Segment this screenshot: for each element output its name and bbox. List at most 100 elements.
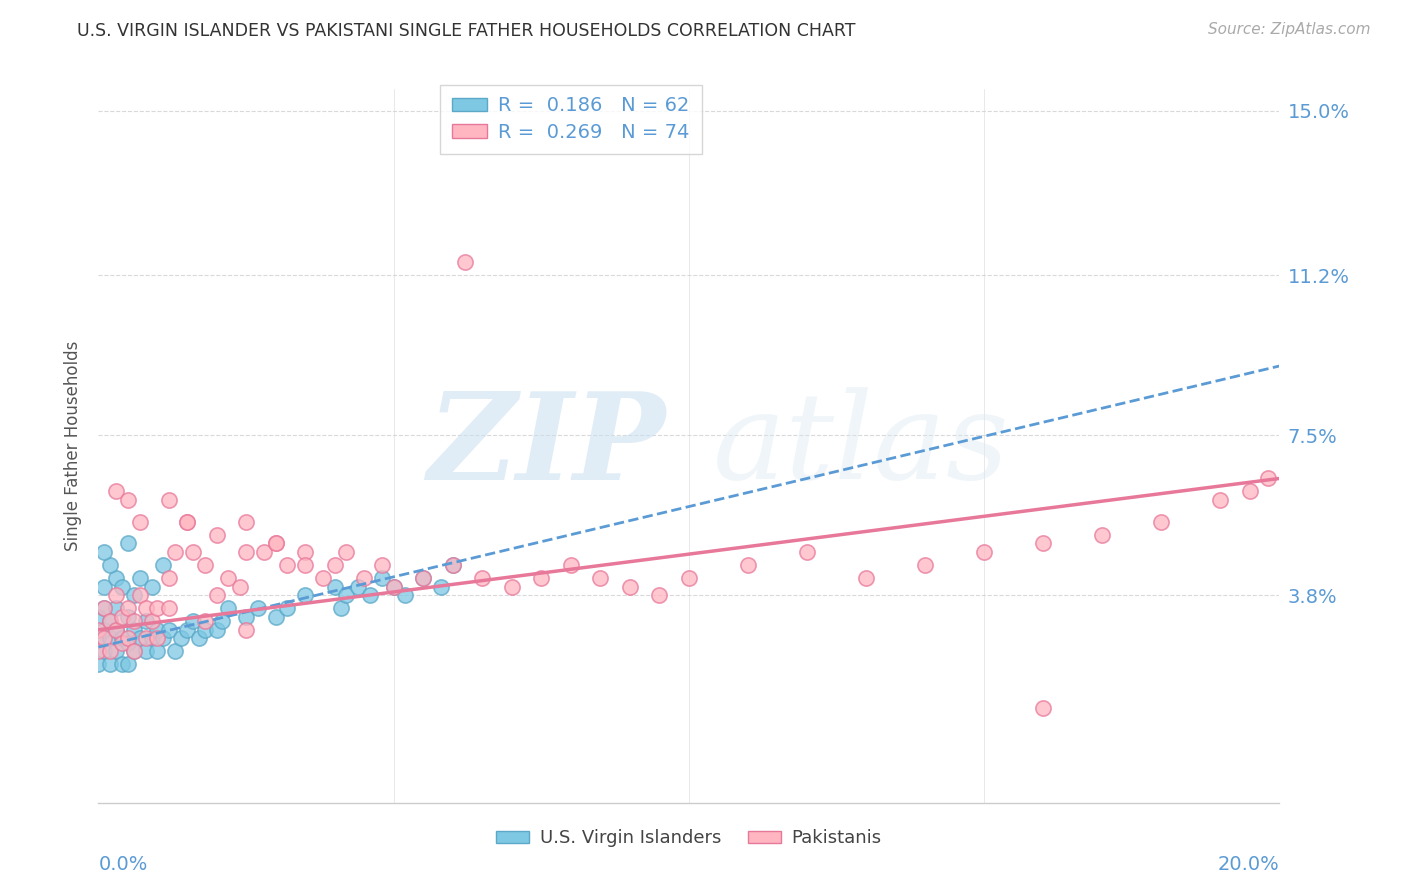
Point [737,558,759,572]
Point [335,588,357,602]
Point [181,545,204,559]
Point [111,657,134,672]
Point [382,580,405,594]
Point [205,527,228,541]
Point [122,588,145,602]
Point [329,601,352,615]
Point [412,571,434,585]
Point [441,558,464,572]
Point [211,614,233,628]
Point [530,571,553,585]
Point [235,545,257,559]
Point [176,623,198,637]
Point [1091,527,1114,541]
Y-axis label: Single Father Households: Single Father Households [63,341,82,551]
Point [560,558,582,572]
Point [246,601,269,615]
Point [264,610,287,624]
Point [205,623,228,637]
Point [235,515,257,529]
Point [141,614,163,628]
Point [382,580,405,594]
Text: U.S. VIRGIN ISLANDER VS PAKISTANI SINGLE FATHER HOUSEHOLDS CORRELATION CHART: U.S. VIRGIN ISLANDER VS PAKISTANI SINGLE… [77,22,856,40]
Point [235,623,257,637]
Point [194,623,217,637]
Point [1209,493,1232,508]
Point [98,558,121,572]
Point [111,610,134,624]
Point [229,580,252,594]
Point [98,657,121,672]
Point [157,623,180,637]
Point [98,632,121,646]
Point [165,545,187,559]
Legend: U.S. Virgin Islanders, Pakistanis: U.S. Virgin Islanders, Pakistanis [489,822,889,855]
Text: Source: ZipAtlas.com: Source: ZipAtlas.com [1208,22,1371,37]
Point [117,610,139,624]
Point [117,536,139,550]
Point [122,644,145,658]
Point [146,601,169,615]
Point [152,558,174,572]
Point [93,632,115,646]
Point [157,601,180,615]
Point [264,536,287,550]
Point [93,545,115,559]
Point [87,632,110,646]
Point [973,545,995,559]
Point [128,515,150,529]
Point [855,571,877,585]
Point [122,623,145,637]
Point [1032,700,1054,714]
Point [135,644,157,658]
Point [117,636,139,650]
Point [135,632,157,646]
Point [1150,515,1173,529]
Point [294,588,316,602]
Point [335,545,357,559]
Point [105,484,128,499]
Point [217,601,239,615]
Point [170,632,193,646]
Point [294,545,316,559]
Point [430,580,453,594]
Point [294,558,316,572]
Point [371,558,394,572]
Point [323,580,346,594]
Point [87,644,110,658]
Point [87,610,110,624]
Point [117,601,139,615]
Point [135,614,157,628]
Text: 0.0%: 0.0% [98,855,148,873]
Point [105,588,128,602]
Point [105,623,128,637]
Point [217,571,239,585]
Point [98,614,121,628]
Text: 20.0%: 20.0% [1218,855,1279,873]
Point [93,601,115,615]
Point [117,632,139,646]
Point [146,623,169,637]
Point [117,657,139,672]
Point [453,255,475,269]
Point [146,644,169,658]
Point [111,636,134,650]
Point [312,571,335,585]
Point [276,558,298,572]
Text: atlas: atlas [713,387,1010,505]
Point [157,493,180,508]
Point [105,623,128,637]
Point [93,601,115,615]
Point [471,571,494,585]
Point [111,580,134,594]
Point [93,644,115,658]
Point [353,571,375,585]
Point [87,657,110,672]
Point [128,632,150,646]
Point [146,632,169,646]
Point [128,571,150,585]
Point [347,580,370,594]
Point [194,558,217,572]
Point [176,515,198,529]
Point [135,601,157,615]
